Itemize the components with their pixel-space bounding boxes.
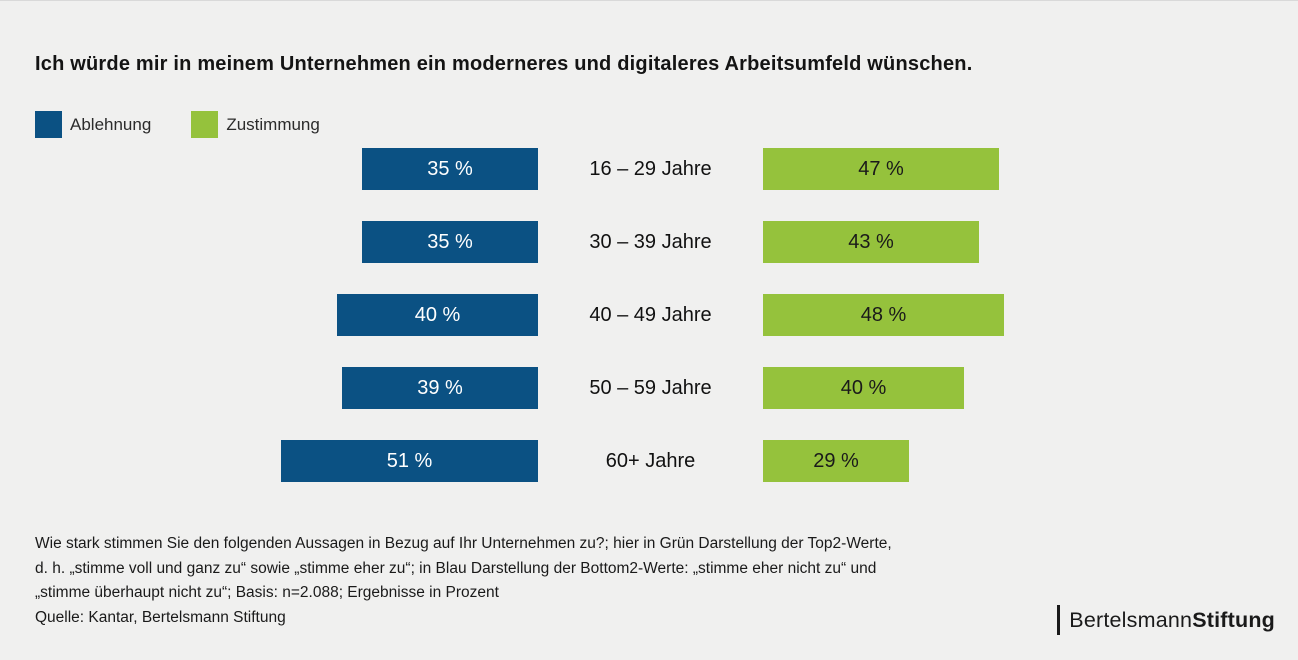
- footnote-line: „stimme überhaupt nicht zu“; Basis: n=2.…: [35, 584, 499, 601]
- bar-value-label: 39 %: [417, 376, 463, 399]
- bar-value-label: 29 %: [813, 449, 859, 472]
- bar-value-label: 43 %: [848, 230, 894, 253]
- bar-value-label: 35 %: [427, 230, 473, 253]
- source-line: Quelle: Kantar, Bertelsmann Stiftung: [35, 608, 286, 626]
- ablehnung-bar: 35 %: [362, 221, 538, 263]
- bar-value-label: 40 %: [840, 376, 887, 399]
- bertelsmann-stiftung-logo: BertelsmannStiftung: [1057, 605, 1275, 635]
- zustimmung-bar: 47 %: [763, 148, 999, 190]
- ablehnung-bar: 51 %: [281, 440, 538, 482]
- logo-bar-icon: [1057, 605, 1061, 635]
- chart-row: 35 % 30 – 39 Jahre 43 %: [0, 221, 1298, 263]
- ablehnung-swatch-icon: [35, 111, 62, 138]
- zustimmung-swatch-icon: [191, 111, 219, 138]
- age-group-label: 50 – 59 Jahre: [589, 376, 712, 399]
- age-group-label: 30 – 39 Jahre: [589, 230, 712, 253]
- legend-item-zustimmung: Zustimmung: [191, 111, 320, 138]
- ablehnung-bar: 40 %: [337, 294, 538, 336]
- bar-value-label: 47 %: [858, 157, 904, 180]
- bar-value-label: 51 %: [386, 449, 433, 472]
- ablehnung-bar: 35 %: [362, 148, 538, 190]
- zustimmung-bar: 48 %: [763, 294, 1004, 336]
- logo-text: BertelsmannStiftung: [1069, 607, 1275, 632]
- legend-item-ablehnung: Ablehnung: [35, 111, 151, 138]
- chart-row: 40 % 40 – 49 Jahre 48 %: [0, 294, 1298, 336]
- diverging-bar-chart: 35 % 16 – 29 Jahre 47 % 35 % 30 – 39 Jah…: [0, 148, 1298, 513]
- zustimmung-bar: 40 %: [763, 367, 964, 409]
- footnote: Wie stark stimmen Sie den folgenden Auss…: [35, 532, 892, 630]
- bar-value-label: 35 %: [427, 157, 473, 180]
- bar-value-label: 40 %: [414, 303, 461, 326]
- legend-label: Zustimmung: [226, 114, 320, 134]
- legend: Ablehnung Zustimmung: [35, 111, 360, 138]
- age-group-label: 60+ Jahre: [605, 449, 696, 472]
- legend-label: Ablehnung: [70, 114, 152, 134]
- age-group-label: 16 – 29 Jahre: [589, 157, 712, 180]
- zustimmung-bar: 43 %: [763, 221, 979, 263]
- bar-value-label: 48 %: [860, 303, 907, 326]
- chart-row: 35 % 16 – 29 Jahre 47 %: [0, 148, 1298, 190]
- chart-row: 51 % 60+ Jahre 29 %: [0, 440, 1298, 482]
- footnote-line: Wie stark stimmen Sie den folgenden Auss…: [35, 535, 892, 552]
- chart-title: Ich würde mir in meinem Unternehmen ein …: [35, 53, 973, 75]
- footnote-line: d. h. „stimme voll und ganz zu“ sowie „s…: [35, 559, 877, 577]
- ablehnung-bar: 39 %: [342, 367, 538, 409]
- chart-row: 39 % 50 – 59 Jahre 40 %: [0, 367, 1298, 409]
- age-group-label: 40 – 49 Jahre: [589, 303, 712, 326]
- zustimmung-bar: 29 %: [763, 440, 909, 482]
